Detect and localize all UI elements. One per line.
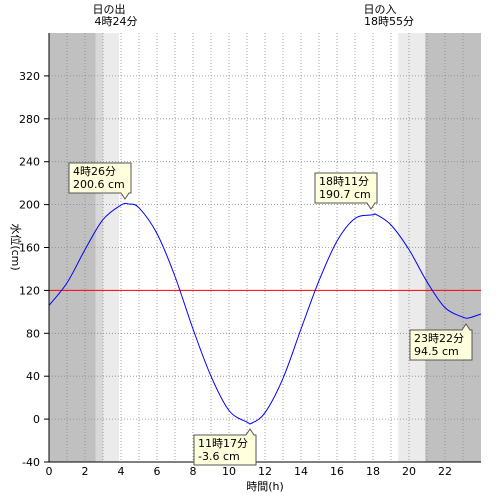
callout-value: -3.6 cm xyxy=(198,450,240,463)
callout-time: 23時22分 xyxy=(414,332,464,345)
callout-time: 11時17分 xyxy=(198,437,248,450)
extremum-callout-low: 11時17分-3.6 cm xyxy=(193,428,257,466)
x-tick-label: 16 xyxy=(330,465,344,478)
y-tick-label: 80 xyxy=(26,327,40,340)
tide-level-line xyxy=(48,202,482,425)
day-night-shading xyxy=(49,33,481,462)
y-tick-label: 40 xyxy=(26,370,40,383)
y-tick-label: 280 xyxy=(19,113,40,126)
y-tick-label: 0 xyxy=(33,413,40,426)
callout-time: 4時26分 xyxy=(73,165,116,178)
y-tick-label: 200 xyxy=(19,199,40,212)
shade-band-twilight_light xyxy=(103,33,120,462)
callout-box xyxy=(314,172,378,210)
shade-band-night xyxy=(425,33,481,462)
x-tick-label: 0 xyxy=(46,465,53,478)
x-tick-label: 8 xyxy=(190,465,197,478)
shade-band-twilight_light xyxy=(398,33,426,462)
y-tick-label: 320 xyxy=(19,70,40,83)
shade-band-day xyxy=(119,33,399,462)
y-tick-label: 240 xyxy=(19,156,40,169)
y-tick-label: 120 xyxy=(19,284,40,297)
x-tick-label: 20 xyxy=(402,465,416,478)
x-tick-labels: 0 2 4 6 8 10 12 14 16 18 20 22 xyxy=(46,465,453,478)
x-tick-label: 2 xyxy=(82,465,89,478)
callout-value: 94.5 cm xyxy=(414,345,459,358)
shade-band-twilight_dark xyxy=(95,33,103,462)
y-tick-label: 160 xyxy=(19,242,40,255)
x-tick-label: 12 xyxy=(258,465,272,478)
grid-lines xyxy=(49,33,481,462)
y-axis-title: 水位(cm) xyxy=(9,223,23,270)
sunrise-title: 日の出 xyxy=(93,2,126,16)
sunset-title: 日の入 xyxy=(364,3,397,16)
callout-time: 18時11分 xyxy=(319,175,369,188)
callout-box xyxy=(409,323,473,361)
y-tick-labels: -40 0 40 80 120 160 200 240 280 320 xyxy=(19,70,49,469)
callout-value: 200.6 cm xyxy=(73,178,125,191)
x-axis-title: 時間(h) xyxy=(246,480,284,493)
x-tick-label: 10 xyxy=(222,465,236,478)
sun-times: 日の出 4時24分 日の入 18時55分 xyxy=(93,2,415,28)
x-tick-label: 22 xyxy=(438,465,452,478)
callout-box xyxy=(68,162,132,200)
series-layer xyxy=(48,202,482,425)
x-tick-label: 18 xyxy=(366,465,380,478)
x-tick-label: 4 xyxy=(118,465,125,478)
sunset-time: 18時55分 xyxy=(364,15,414,28)
callout-value: 190.7 cm xyxy=(319,188,371,201)
y-tick-label: -40 xyxy=(22,456,40,469)
callout-box xyxy=(193,428,257,466)
sunrise-time: 4時24分 xyxy=(95,15,138,28)
x-tick-label: 14 xyxy=(294,465,308,478)
x-tick-label: 6 xyxy=(154,465,161,478)
